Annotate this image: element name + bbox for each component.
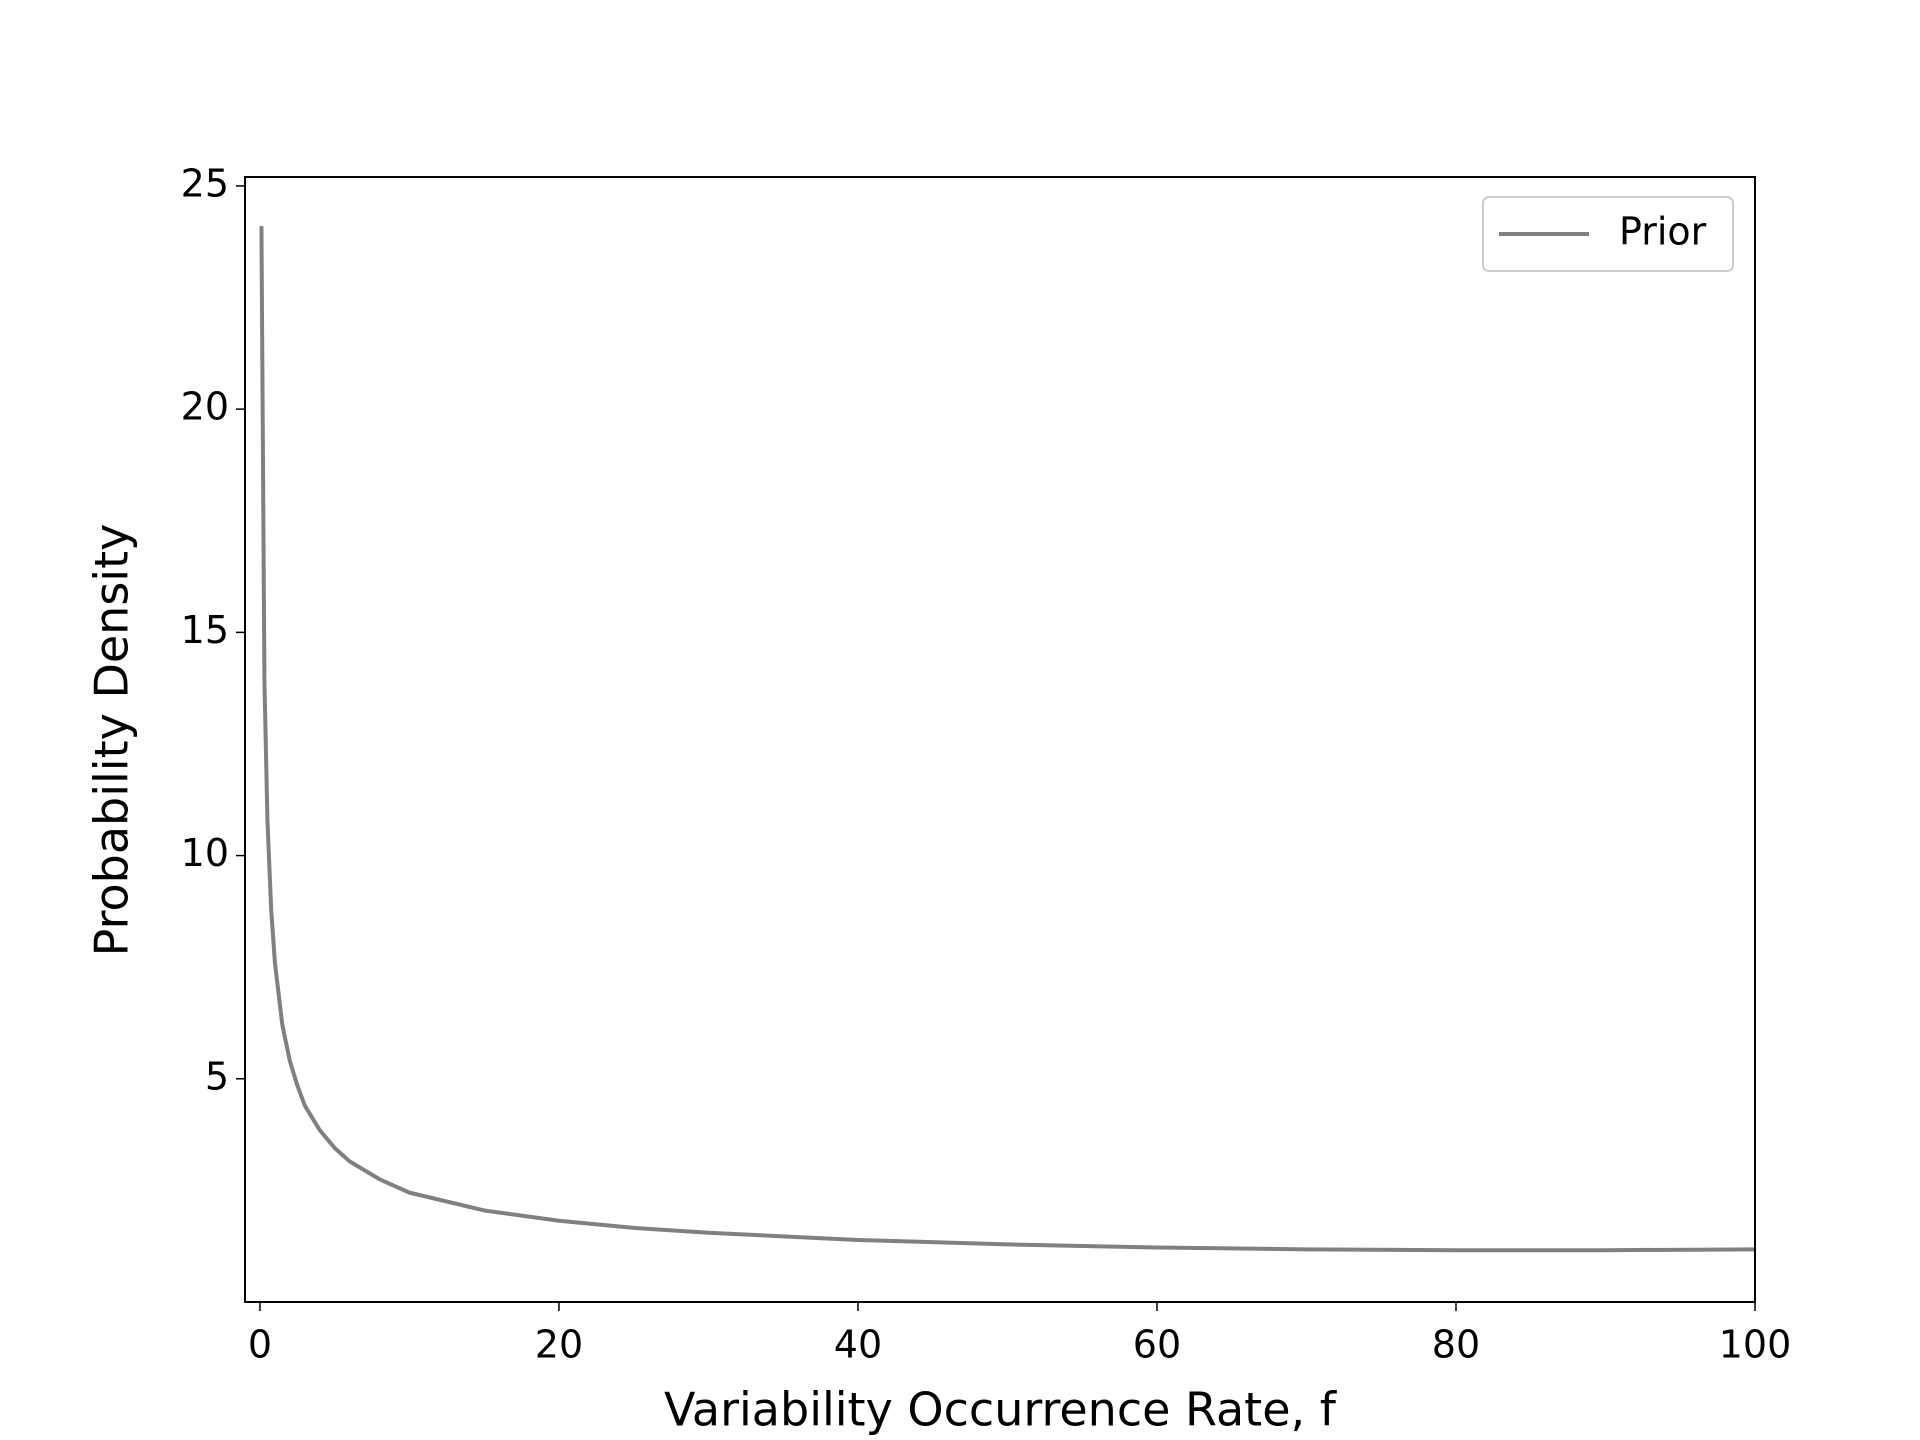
y-tick-label: 15 — [181, 608, 229, 652]
legend-label: Prior — [1619, 210, 1707, 254]
x-tick-label: 40 — [834, 1323, 882, 1367]
x-tick-label: 80 — [1432, 1323, 1480, 1367]
x-axis-label: Variability Occurrence Rate, f — [664, 1383, 1338, 1437]
y-tick-label: 20 — [181, 385, 229, 429]
x-tick-label: 0 — [248, 1323, 272, 1367]
plot-frame — [244, 176, 1756, 1303]
x-tick-label: 20 — [535, 1323, 583, 1367]
y-tick-label: 5 — [205, 1054, 229, 1098]
line — [259, 226, 1756, 1253]
y-tick-label: 10 — [181, 831, 229, 875]
legend-box — [1482, 196, 1734, 272]
y-axis-label: Probability Density — [85, 524, 139, 957]
x-tick-label: 100 — [1719, 1323, 1792, 1367]
x-tick-label: 60 — [1133, 1323, 1181, 1367]
y-tick-label: 25 — [181, 161, 229, 205]
